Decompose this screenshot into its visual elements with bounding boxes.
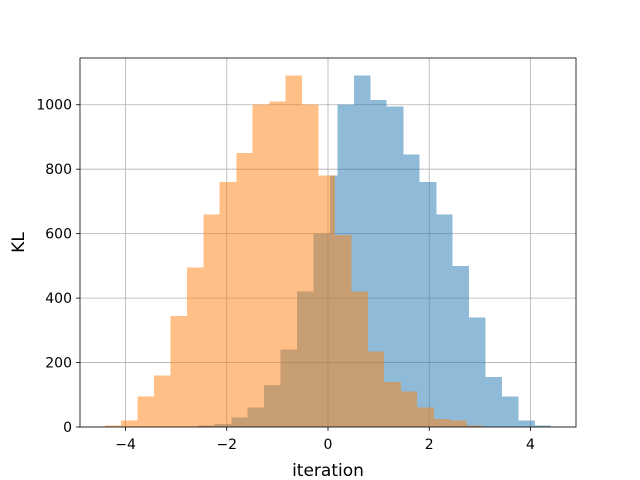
histogram-bar-series-2 [351, 291, 368, 427]
histogram-bar-series-2 [252, 104, 270, 428]
histogram-bar-series-1 [485, 377, 503, 427]
histogram-bar-series-1 [403, 154, 420, 428]
histogram-bar-series-2 [466, 425, 483, 427]
bars [104, 75, 552, 428]
histogram-bar-series-2 [449, 420, 467, 427]
histogram-bar-series-1 [452, 265, 470, 427]
histogram-bar-series-1 [419, 182, 437, 427]
x-axis-label: iteration [292, 461, 364, 480]
x-tick-label: 2 [425, 437, 434, 453]
histogram-bar-series-1 [502, 396, 519, 427]
y-tick-label: 600 [45, 227, 72, 243]
histogram-bar-series-2 [400, 391, 418, 427]
y-axis-label: KL [9, 232, 29, 253]
histogram-bar-series-2 [417, 407, 434, 427]
x-tick-label: −4 [115, 437, 136, 453]
histogram-bar-series-1 [535, 425, 552, 427]
histogram-bar-series-2 [170, 315, 187, 427]
x-axis-ticks: −4 −2 0 2 4 [115, 427, 535, 453]
histogram-bar-series-2 [285, 75, 303, 428]
histogram-bar-series-1 [436, 214, 453, 427]
histogram-bar-series-2 [153, 375, 171, 427]
histogram-bar-series-2 [433, 418, 450, 427]
histogram-bar-series-2 [335, 235, 352, 427]
y-axis-ticks: 0 200 400 600 800 1000 [36, 98, 80, 436]
histogram-bar-series-1 [518, 420, 536, 427]
histogram-bar-series-1 [469, 317, 486, 427]
histogram-bar-series-2 [318, 175, 336, 427]
histogram-bar-series-2 [137, 396, 154, 427]
y-tick-label: 400 [45, 291, 72, 307]
histogram-bar-series-1 [386, 106, 404, 428]
histogram-bar-series-2 [219, 182, 237, 427]
x-tick-label: 4 [526, 437, 535, 453]
histogram-bar-series-1 [370, 99, 387, 427]
y-tick-label: 800 [45, 162, 72, 178]
y-tick-label: 1000 [36, 98, 72, 114]
x-tick-label: −2 [216, 437, 237, 453]
histogram-bar-series-2 [384, 381, 401, 427]
histogram-bar-series-2 [203, 214, 220, 427]
histogram-bar-series-2 [186, 267, 204, 427]
x-tick-label: 0 [324, 437, 333, 453]
histogram-bar-series-2 [367, 351, 385, 427]
y-tick-label: 200 [45, 356, 72, 372]
histogram-bar-series-2 [302, 104, 319, 428]
histogram-bar-series-2 [120, 420, 138, 427]
histogram-bar-series-2 [104, 425, 121, 427]
histogram-bar-series-2 [236, 153, 253, 427]
y-tick-label: 0 [63, 420, 72, 436]
histogram-bar-series-2 [269, 101, 286, 427]
